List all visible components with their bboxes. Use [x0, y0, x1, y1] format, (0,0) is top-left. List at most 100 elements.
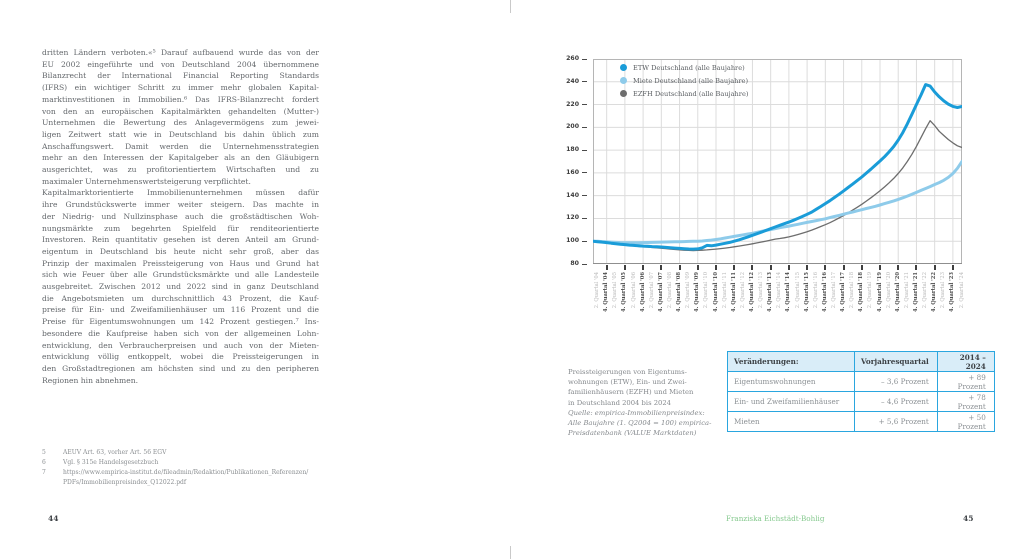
body-text-line: mehr an den Interessen der Kapitalgeber … [42, 153, 319, 163]
caption-line: Preissteigerungen von Eigentums- [568, 368, 687, 376]
table-cell: – 3,6 Prozent [854, 371, 938, 392]
table-cell: + 89 Prozent [936, 371, 995, 392]
y-axis-label: 260 [566, 55, 579, 62]
x-axis-tick [715, 265, 717, 270]
caption-line: in Deutschland 2004 bis 2024 [568, 398, 672, 407]
x-axis-tick [787, 265, 790, 270]
body-text-line: (IFRS) ein wichtiger Schritt zu immer me… [42, 83, 319, 93]
x-axis-label: 4. Quartal '23 [949, 272, 956, 312]
footnote-line: PDFs/Immobilienpreisindex_Q12022.pdf [63, 479, 187, 486]
x-axis-label: 2. Quartal '11 [721, 272, 728, 309]
x-axis-label: 2. Quartal '10 [703, 272, 710, 309]
y-axis-label: 80 [570, 260, 579, 267]
changes-table: Veränderungen: Vorjahresquartal 2014 – 202… [727, 351, 995, 432]
x-axis-label: 4. Quartal '09 [694, 272, 701, 312]
x-axis-label: 4. Quartal '17 [840, 272, 847, 312]
table-cell: + 5,6 Prozent [854, 411, 938, 432]
y-axis-label: 120 [566, 214, 579, 222]
caption-line: familienhäusern (EZFH) und Mieten [568, 388, 694, 397]
table-row: Ein- und Zweifamilienhäuser – 4,6 Prozent… [727, 391, 995, 412]
table-header-cell: 2014 – 2024 [936, 351, 995, 372]
x-axis-tick [678, 265, 681, 270]
x-axis-label: 4. Quartal '19 [876, 272, 883, 312]
body-text-line: preise für Ein- und Zweifamilienhäuser u… [42, 305, 319, 315]
x-axis-label: 4. Quartal '15 [803, 272, 810, 312]
x-axis-label: 4. Quartal '20 [894, 272, 901, 312]
legend-label: EZFH Deutschland (alle Baujahre) [633, 89, 749, 98]
caption-source-line: Quelle: empirica-Immobilienpreisindex: [568, 408, 705, 417]
y-axis-tick [582, 81, 587, 83]
x-axis-tick [824, 265, 827, 270]
table-row: Mieten + 5,6 Prozent + 50 Prozent [727, 411, 995, 432]
caption-source-line: Alle Baujahre (1. Q2004 = 100) empirica- [568, 419, 712, 428]
body-text-line: Kapitalmarktorientierte Immobilienuntern… [42, 188, 319, 198]
footnote-number: 7 [42, 469, 46, 476]
table-header-cell: Vorjahresquartal [854, 351, 938, 372]
body-text-line: eigentum in Deutschland bis heute nicht … [42, 246, 319, 256]
x-axis-tick [769, 265, 772, 270]
legend-dot-icon [620, 90, 627, 97]
x-axis-label: 4. Quartal '04 [603, 272, 610, 312]
y-axis-tick [582, 195, 587, 197]
body-text-line: der Niedrig- und Nullzinsphase auch die … [42, 211, 319, 221]
series-line-miete [593, 160, 962, 245]
table-header-row: Veränderungen: Vorjahresquartal 2014 – 202… [727, 351, 995, 372]
body-text-line: maximaler Unternehmenswertsteigerung ver… [42, 176, 251, 186]
chart-plot-area [593, 59, 962, 264]
y-axis-tick [582, 58, 587, 60]
body-text-line: nungsmärkte zum begehrten Spielfeld für … [42, 223, 319, 233]
x-axis-label: 4. Quartal '18 [858, 272, 865, 312]
y-axis-tick [582, 172, 587, 174]
series-line-ezfh [593, 120, 962, 252]
y-axis-tick [582, 149, 587, 151]
x-axis-label: 2. Quartal '23 [940, 272, 947, 309]
legend-dot-icon [620, 77, 627, 84]
body-text-line: besondere die Kaufpreise haben sich von … [42, 328, 319, 338]
x-axis-label: 2. Quartal '05 [612, 272, 619, 309]
y-axis-tick [582, 217, 587, 219]
footnote-line: Vgl. § 315e Handelsgesetzbuch [63, 459, 159, 466]
x-axis-tick [660, 265, 663, 270]
x-axis-tick [605, 265, 608, 270]
body-text-line: ausgerichtet, was zu profitorientiertem … [42, 165, 319, 175]
footnote: 5 AEUV Art. 63, vorher Art. 56 EGV [42, 448, 342, 458]
chart-legend: ETW Deutschland (alle Baujahre) Miete Deu… [620, 61, 748, 100]
series-line-etw [593, 83, 962, 251]
body-text-line: ausgebreitet. Zwischen 2012 und 2022 sin… [42, 282, 319, 292]
body-text-line: entwicklung völlig entkoppelt, wobei die… [42, 352, 319, 362]
x-axis-label: 2. Quartal '22 [922, 272, 929, 309]
table-cell: + 50 Prozent [936, 411, 995, 432]
x-axis-label: 4. Quartal '22 [931, 272, 938, 312]
footnotes: 5 AEUV Art. 63, vorher Art. 56 EGV 6 Vgl. §… [42, 448, 342, 488]
y-axis-label: 100 [566, 237, 579, 245]
x-axis-label: 2. Quartal '07 [648, 272, 655, 309]
y-axis-label: 200 [566, 123, 579, 131]
x-axis-label: 2. Quartal '12 [739, 272, 746, 309]
body-text: dritten Ländern verboten.«⁵ Darauf aufba… [42, 47, 319, 386]
spine-mark-bottom [510, 546, 511, 559]
table-header-cell: Veränderungen: [727, 351, 855, 372]
footnote: 7 https://www.empirica-institut.de/filead… [42, 468, 342, 488]
body-text-line: die Angebotsmieten um durchschnittlich 4… [42, 293, 319, 303]
x-axis-label: 2. Quartal '19 [867, 272, 874, 309]
table-cell: + 78 Prozent [936, 391, 995, 412]
body-text-line: den Großstadtregionen am höchsten sind u… [42, 363, 319, 373]
x-axis-tick [915, 265, 918, 270]
y-axis-tick [582, 240, 587, 242]
body-text-line: Unternehmen die Bewertung des Anlageverm… [42, 118, 319, 128]
x-axis-label: 4. Quartal '06 [639, 272, 646, 312]
legend-item: Miete Deutschland (alle Baujahre) [620, 74, 748, 87]
footnote-text: Vgl. § 315e Handelsgesetzbuch [63, 458, 158, 468]
body-text-line: Bilanzrecht der International Financial … [42, 71, 319, 81]
table-cell: Mieten [727, 411, 855, 432]
x-axis-label: 2. Quartal '24 [958, 272, 965, 309]
y-axis-tick [582, 126, 587, 128]
x-axis-label: 4. Quartal '10 [712, 272, 719, 312]
x-axis-label: 2. Quartal '14 [776, 272, 783, 309]
author-name: Franziska Eichstädt-Bohlig [726, 514, 825, 523]
body-text-line: EU 2002 eingeführte und von Deutschland … [42, 59, 319, 69]
footnote: 6 Vgl. § 315e Handelsgesetzbuch [42, 458, 342, 468]
x-axis-label: 2. Quartal '08 [666, 272, 673, 309]
x-axis-label: 4. Quartal '12 [748, 272, 755, 312]
